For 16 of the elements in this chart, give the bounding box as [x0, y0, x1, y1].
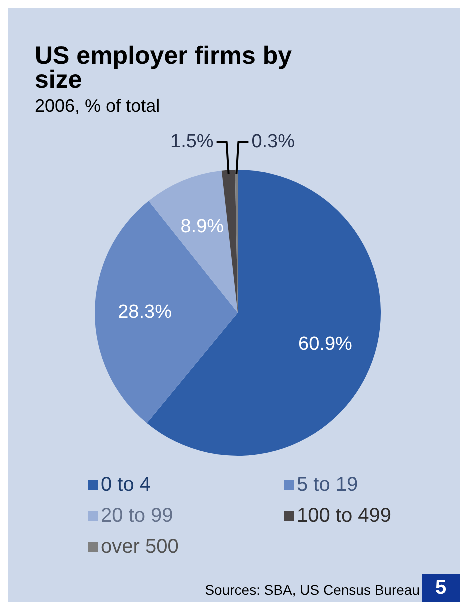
- data-label: 28.3%: [118, 302, 172, 323]
- legend-label: over 500: [101, 536, 179, 558]
- legend-label: 100 to 499: [297, 504, 392, 528]
- chart-title: US employer firms by size: [35, 42, 294, 94]
- data-label: 1.5%: [170, 132, 214, 152]
- legend-label: 20 to 99: [101, 504, 174, 528]
- source-note: Sources: SBA, US Census Bureau: [205, 582, 420, 598]
- data-label: 0.3%: [252, 132, 296, 152]
- legend-label: 5 to 19: [297, 474, 358, 496]
- data-label: 8.9%: [180, 216, 224, 238]
- text: 5: [422, 574, 460, 602]
- pie-slice: [222, 170, 238, 313]
- pie-slice: [95, 201, 238, 424]
- chart-subtitle: 2006, % of total: [35, 96, 160, 117]
- data-label: 60.9%: [298, 334, 353, 355]
- legend-label: 0 to 4: [101, 474, 152, 496]
